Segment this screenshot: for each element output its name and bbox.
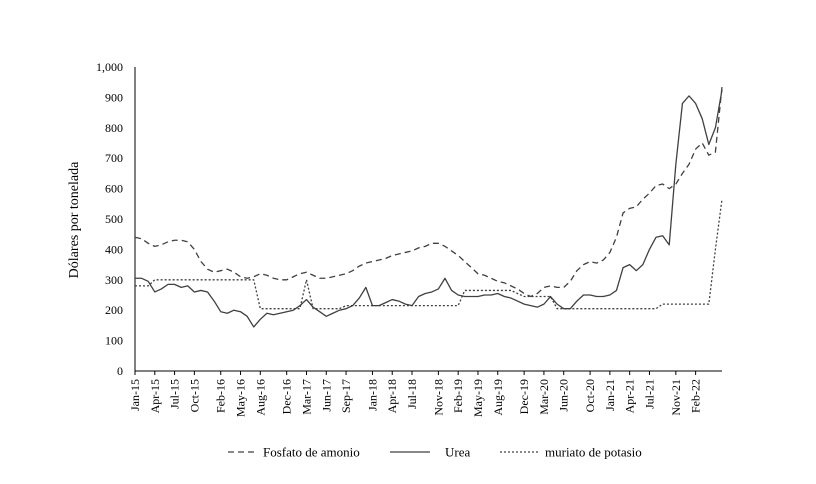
x-tick-label: Jul-18	[405, 379, 419, 409]
legend-label-3: muriato de potasio	[545, 445, 642, 460]
y-tick-label: 600	[105, 182, 123, 196]
x-tick-label: Feb-19	[451, 379, 465, 413]
x-tick-label: Apr-21	[623, 379, 637, 413]
x-tick-label: Jan-18	[365, 379, 379, 411]
series-lines	[134, 86, 723, 328]
legend-label-2: Urea	[445, 445, 470, 460]
y-tick-label: 400	[105, 242, 123, 256]
x-tick-label: Oct-15	[187, 379, 201, 412]
y-tick-label: 100	[105, 334, 123, 348]
x-tick-label: May-16	[234, 379, 248, 417]
legend: Fosfato de amonio Urea muriato de potasio	[228, 445, 642, 460]
y-tick-label: 500	[105, 212, 123, 226]
x-tick-label: Jun-20	[557, 379, 571, 412]
y-tick-label: 300	[105, 273, 123, 287]
x-tick-label: May-19	[471, 379, 485, 417]
x-tick-label: Jan-21	[603, 379, 617, 411]
series-line-1	[134, 86, 723, 298]
y-tick-label: 800	[105, 121, 123, 135]
y-tick-label: 200	[105, 303, 123, 317]
x-tick-label: Feb-22	[689, 379, 703, 413]
x-tick-label: Mar-20	[537, 379, 551, 415]
x-tick-label: Aug-16	[253, 379, 267, 416]
x-tick-label: Mar-17	[299, 379, 313, 415]
series-line-2	[135, 89, 723, 328]
x-tick-label: Oct-20	[583, 379, 597, 412]
x-tick-label: Jul-15	[168, 379, 182, 409]
x-tick-label: Dec-19	[517, 379, 531, 414]
x-tick-label: Feb-16	[214, 379, 228, 413]
y-axis-title: Dólares por tonelada	[67, 161, 82, 278]
x-tick-label: Jun-17	[319, 379, 333, 412]
y-tick-label: 0	[117, 364, 123, 378]
x-tick-labels: Jan-15 Apr-15 Jul-15 Oct-15 Feb-16 May-16 Aug-…	[128, 371, 703, 417]
x-tick-label: Apr-18	[385, 379, 399, 413]
series-line-3	[135, 199, 723, 310]
y-tick-label: 1,000	[96, 60, 123, 74]
x-tick-label: Nov-21	[669, 379, 683, 416]
legend-label-1: Fosfato de amonio	[263, 445, 360, 460]
y-tick-label: 900	[105, 90, 123, 104]
x-tick-label: Nov-18	[431, 379, 445, 416]
axes	[134, 67, 722, 372]
y-tick-labels: 0 100 200 300 400 500 600 700 800 900 1,000	[96, 60, 123, 378]
x-tick-label: Sep-17	[339, 379, 353, 413]
y-tick-label: 700	[105, 151, 123, 165]
x-tick-label: Apr-15	[148, 379, 162, 413]
x-tick-label: Aug-19	[491, 379, 505, 416]
x-tick-label: Jul-21	[642, 379, 656, 409]
x-tick-label: Dec-16	[280, 379, 294, 414]
x-tick-label: Jan-15	[128, 379, 142, 411]
